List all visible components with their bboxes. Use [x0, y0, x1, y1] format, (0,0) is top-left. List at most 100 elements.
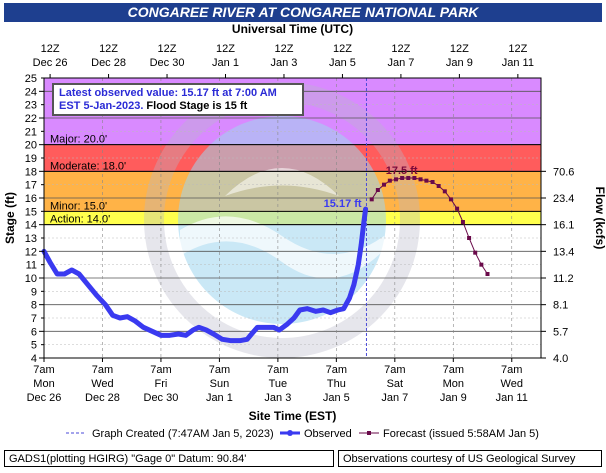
observed-point	[264, 325, 269, 330]
bottom-tick-time: 7am	[501, 364, 522, 376]
forecast-point	[382, 182, 387, 187]
forecast-point	[406, 176, 411, 180]
noaa-watermark	[144, 82, 420, 358]
observed-point	[176, 332, 181, 336]
observed-point	[335, 308, 340, 312]
observed-point	[277, 328, 282, 332]
y-tick-label: 24	[25, 86, 37, 98]
observed-point	[359, 242, 364, 247]
y-tick-label: 5	[31, 340, 37, 352]
observed-point	[132, 318, 137, 323]
y-tick-label: 12	[25, 246, 37, 258]
crest-value-label: 17.5 ft	[386, 165, 418, 177]
y-tick-label: 6	[31, 326, 37, 338]
bottom-tick-day: Sun	[210, 378, 230, 390]
info-line-2: EST 5-Jan-2023. Flood Stage is 15 ft	[59, 100, 297, 113]
y-tick-label: 10	[25, 273, 37, 285]
y2-axis-title: Flow (kcfs)	[593, 187, 606, 250]
y-axis-title: Stage (ft)	[3, 192, 17, 244]
observed-point	[347, 296, 352, 300]
y-tick-label: 16	[25, 193, 37, 205]
forecast-series: 15.17 ft 17.5 ft	[324, 165, 490, 276]
y-tick-label: 15	[25, 206, 37, 218]
flood-band-label: Moderate: 18.0'	[50, 160, 126, 172]
observed-point	[158, 333, 163, 338]
forecast-point	[467, 236, 472, 240]
legend-created-label: Graph Created (7:47AM Jan 5, 2023)	[92, 428, 274, 440]
observed-point	[69, 268, 74, 272]
top-tick-date: Jan 3	[271, 57, 298, 69]
y-tick-label: 17	[25, 180, 37, 192]
bottom-tick-date: Dec 30	[144, 392, 179, 404]
plot-frame	[43, 77, 542, 359]
observed-point	[341, 306, 346, 311]
observed-point	[305, 306, 310, 311]
bottom-tick-date: Jan 5	[323, 392, 350, 404]
observed-point	[211, 332, 216, 336]
observed-point	[55, 272, 60, 276]
top-tick-date: Dec 30	[150, 57, 185, 69]
forecast-point	[485, 272, 490, 276]
y-tick-label: 13	[25, 233, 37, 245]
top-tick-date: Jan 11	[502, 57, 534, 69]
forecast-point	[375, 188, 380, 192]
observed-point	[356, 262, 361, 267]
observed-point	[85, 282, 90, 287]
top-tick-hour: 12Z	[508, 43, 527, 55]
y-tick-label: 18	[25, 166, 37, 178]
observed-point	[245, 337, 250, 342]
bottom-tick-time: 7am	[33, 364, 54, 376]
credit-footer: Observations courtesy of US Geological S…	[338, 450, 602, 467]
bottom-tick-time: 7am	[384, 364, 405, 376]
observed-point	[125, 314, 130, 319]
top-tick-date: Jan 7	[387, 57, 414, 69]
forecast-point	[455, 206, 460, 211]
forecast-point	[442, 189, 447, 194]
top-tick-date: Jan 5	[329, 57, 356, 69]
observed-point	[47, 260, 52, 264]
flow-tick-label: 70.6	[553, 166, 574, 178]
observed-point	[196, 325, 201, 330]
observed-point	[150, 329, 155, 334]
top-tick-date: Dec 26	[33, 57, 68, 69]
observed-point	[291, 316, 296, 320]
chart-title: CONGAREE RIVER AT CONGAREE NATIONAL PARK	[4, 3, 602, 22]
forecast-point	[412, 176, 417, 180]
observed-series	[41, 206, 369, 344]
flow-tick-label: 4.0	[553, 353, 568, 365]
forecast-point	[369, 197, 374, 202]
observed-point	[313, 309, 318, 314]
y-tick-label: 20	[25, 140, 37, 152]
top-tick-hour: 12Z	[216, 43, 235, 55]
info-line-1: Latest observed value: 15.17 ft at 7:00 …	[59, 87, 277, 99]
observed-point	[141, 325, 146, 330]
latest-value-label: 15.17 ft	[324, 198, 362, 210]
forecast-point	[460, 220, 465, 224]
top-tick-hour: 12Z	[333, 43, 352, 55]
top-tick-hour: 12Z	[391, 43, 410, 55]
y-tick-label: 14	[25, 220, 37, 232]
bottom-tick-date: Dec 28	[85, 392, 120, 404]
observed-point	[321, 308, 326, 312]
observed-point	[249, 332, 254, 336]
info-flood-stage: Flood Stage is 15 ft	[143, 100, 248, 112]
top-tick-hour: 12Z	[99, 43, 118, 55]
x-axis-title: Site Time (EST)	[249, 409, 337, 423]
observed-point	[363, 207, 368, 212]
bottom-tick-day: Mon	[33, 378, 54, 390]
datum-footer: GADS1(plotting HGIRG) "Gage 0" Datum: 90…	[4, 450, 334, 467]
forecast-point	[424, 178, 429, 183]
bottom-tick-time: 7am	[267, 364, 288, 376]
bottom-tick-day: Wed	[501, 378, 523, 390]
bottom-tick-date: Jan 1	[206, 392, 233, 404]
observed-point	[103, 302, 108, 307]
observed-point	[191, 328, 196, 332]
y-tick-label: 25	[25, 73, 37, 85]
bottom-tick-time: 7am	[326, 364, 347, 376]
y-tick-label: 23	[25, 100, 37, 112]
info-date: EST 5-Jan-2023.	[59, 100, 144, 112]
flood-band-label: Action: 14.0'	[50, 214, 110, 226]
observed-point	[183, 333, 188, 338]
